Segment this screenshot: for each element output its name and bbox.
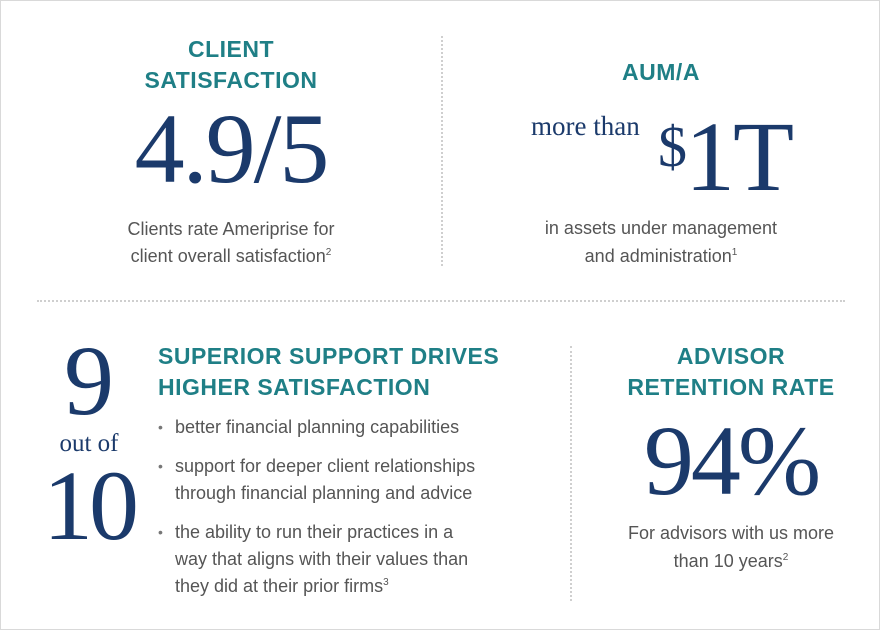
aum-amount: 1T	[685, 101, 794, 212]
superior-support-list: • better financial planning capabilities…	[158, 414, 558, 612]
advisor-retention-caption-line2: than 10 years	[673, 551, 783, 571]
list-item-line: way that aligns with their values than	[175, 549, 469, 569]
aum-caption: in assets under management and administr…	[481, 214, 841, 270]
list-item-line: support for deeper client relationships	[175, 456, 476, 476]
aum-caption-line2: and administration	[584, 246, 732, 266]
out-of-label: out of	[59, 430, 119, 457]
vertical-divider-top	[441, 36, 443, 266]
aum-dollar-sign: $	[658, 114, 687, 179]
client-satisfaction-caption-line2: client overall satisfaction	[130, 246, 326, 266]
advisor-retention-heading-line2: RETENTION RATE	[627, 374, 835, 400]
list-item: • support for deeper client relationship…	[158, 453, 558, 507]
footnote-marker: 2	[325, 247, 332, 258]
superior-support-heading: SUPERIOR SUPPORT DRIVES HIGHER SATISFACT…	[158, 341, 558, 403]
footnote-marker: 1	[731, 247, 738, 258]
vertical-divider-bottom	[570, 346, 572, 601]
client-satisfaction-caption-line1: Clients rate Ameriprise for	[127, 219, 335, 239]
ten-figure: 10	[43, 450, 139, 561]
client-satisfaction-heading-line2: SATISFACTION	[144, 67, 318, 93]
aum-prefix: more than	[531, 111, 640, 141]
advisor-retention-caption-line1: For advisors with us more	[627, 523, 835, 543]
advisor-retention-value: 94%	[643, 405, 821, 516]
list-item-line: they did at their prior firms	[175, 576, 384, 596]
list-item: • the ability to run their practices in …	[158, 519, 558, 600]
list-item-line: better financial planning capabilities	[175, 417, 460, 437]
aum-heading: AUM/A	[622, 59, 700, 85]
list-item-line: the ability to run their practices in a	[175, 522, 454, 542]
client-satisfaction-heading-line1: CLIENT	[187, 36, 275, 62]
bullet-icon: •	[158, 458, 163, 474]
bullet-icon: •	[158, 419, 163, 435]
nine-figure: 9	[64, 325, 114, 436]
aum-caption-line1: in assets under management	[544, 218, 778, 238]
superior-support-heading-line2: HIGHER SATISFACTION	[158, 374, 431, 400]
footnote-marker: 2	[782, 552, 789, 563]
client-satisfaction-value: 4.9/5	[134, 93, 330, 204]
list-item: • better financial planning capabilities	[158, 414, 558, 441]
advisor-retention-heading: ADVISOR RETENTION RATE	[601, 341, 861, 403]
advisor-retention-caption: For advisors with us more than 10 years2	[601, 519, 861, 575]
footnote-marker: 3	[383, 577, 389, 588]
list-item-line: through financial planning and advice	[175, 483, 473, 503]
advisor-retention-heading-line1: ADVISOR	[676, 343, 786, 369]
client-satisfaction-caption: Clients rate Ameriprise for client overa…	[61, 216, 401, 270]
superior-support-heading-line1: SUPERIOR SUPPORT DRIVES	[158, 343, 500, 369]
horizontal-divider	[37, 300, 845, 302]
bullet-icon: •	[158, 524, 163, 540]
client-satisfaction-heading: CLIENT SATISFACTION	[81, 34, 381, 96]
